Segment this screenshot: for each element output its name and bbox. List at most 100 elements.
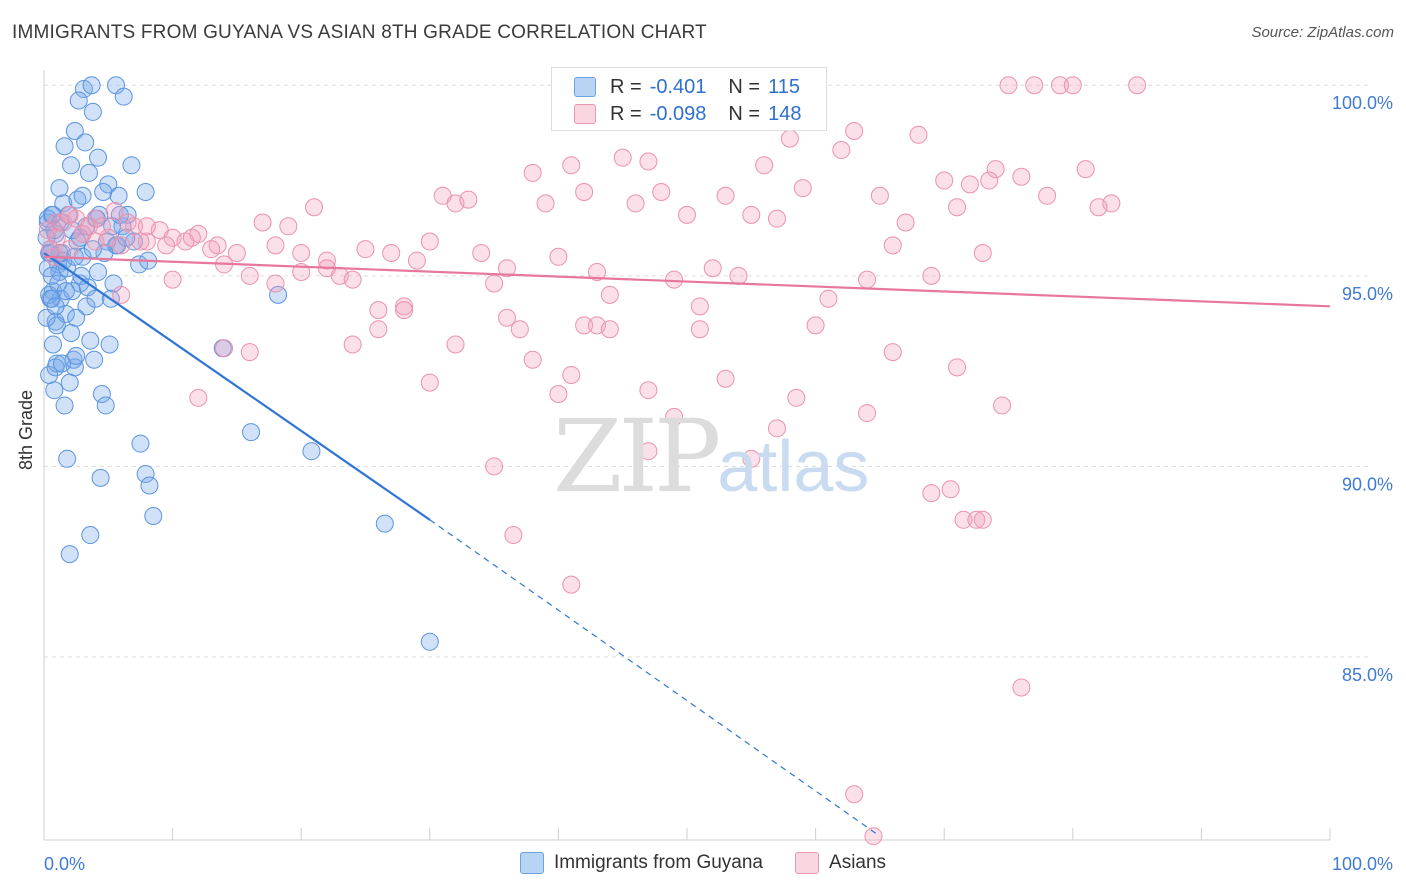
trendline-guyana [43,252,431,521]
data-point-asians [420,373,439,392]
data-point-asians [292,243,311,262]
data-point-asians [253,213,272,232]
data-point-guyana [86,289,105,308]
data-point-asians [787,388,806,407]
data-point-guyana [63,221,82,240]
data-point-asians [137,217,156,236]
data-point-asians [137,232,156,251]
data-point-asians [485,274,504,293]
data-point-asians [41,240,60,259]
data-point-asians [600,320,619,339]
data-point-asians [613,148,632,167]
data-point-guyana [89,263,108,282]
data-point-asians [870,186,889,205]
data-point-asians [716,369,735,388]
data-point-asians [562,156,581,175]
data-point-asians [369,301,388,320]
data-point-asians [131,232,150,251]
series-legend-guyana[interactable]: Immigrants from Guyana [519,852,764,874]
data-point-guyana [80,163,99,182]
data-point-asians [279,217,298,236]
data-point-guyana [77,297,96,316]
data-point-asians [639,381,658,400]
data-point-guyana [65,121,84,140]
legend-swatch-guyana [574,77,596,97]
data-point-guyana [131,434,150,453]
data-point-asians [993,396,1012,415]
data-point-asians [497,259,516,278]
data-point-guyana [49,274,68,293]
data-point-asians [266,274,285,293]
data-point-asians [780,129,799,148]
data-point-guyana [53,354,72,373]
data-point-asians [1025,76,1044,95]
legend-n-label: N = [728,75,761,98]
data-point-asians [92,217,111,236]
data-point-asians [80,217,99,236]
data-point-guyana [114,87,133,106]
data-point-asians [112,285,131,304]
data-point-asians [639,442,658,461]
data-point-asians [845,785,864,804]
data-point-guyana [144,506,163,525]
data-point-asians [266,236,285,255]
data-point-guyana [269,285,288,304]
data-point-guyana [375,514,394,533]
data-point-guyana [47,316,66,335]
legend-r-label: R = [610,102,642,125]
data-point-asians [967,510,986,529]
data-point-asians [960,175,979,194]
data-point-asians [73,224,92,243]
x-tick-label: 0.0% [44,854,85,874]
data-point-asians [600,285,619,304]
data-point-asians [883,343,902,362]
series-label-guyana: Immigrants from Guyana [553,852,764,873]
data-point-asians [864,827,883,846]
data-point-guyana [94,182,113,201]
data-point-asians [909,125,928,144]
watermark-zip: ZIP [553,398,721,515]
data-point-guyana [92,385,111,404]
data-point-asians [1063,76,1082,95]
data-point-asians [472,243,491,262]
data-point-asians [858,270,877,289]
y-axis-label: 8th Grade [16,389,36,470]
data-point-asians [317,251,336,270]
data-point-guyana [302,442,321,461]
data-point-asians [639,152,658,171]
data-point-asians [626,194,645,213]
data-point-asians [1089,198,1108,217]
data-point-asians [459,190,478,209]
data-point-asians [845,121,864,140]
data-point-asians [446,335,465,354]
data-point-guyana [83,102,102,121]
data-point-asians [395,297,414,316]
data-point-asians [523,350,542,369]
data-point-asians [86,209,105,228]
legend-row-guyana: R = -0.401 N = 115 [574,76,800,98]
data-point-guyana [55,396,74,415]
data-point-asians [240,266,259,285]
data-point-asians [896,213,915,232]
legend-swatch-asians [574,104,596,124]
data-point-asians [973,510,992,529]
data-point-guyana [72,266,91,285]
data-point-asians [356,240,375,259]
data-point-asians [485,457,504,476]
data-point-asians [652,182,671,201]
data-point-asians [742,205,761,224]
data-point-asians [105,202,124,221]
y-tick-label: 100.0% [1332,93,1393,113]
data-point-asians [157,236,176,255]
data-point-asians [208,236,227,255]
data-point-asians [716,186,735,205]
data-point-asians [665,407,684,426]
data-point-asians [948,198,967,217]
data-point-guyana [91,468,110,487]
series-swatch-asians [795,852,820,874]
legend-n-value: 148 [768,102,802,125]
data-point-asians [562,575,581,594]
data-point-asians [163,270,182,289]
data-point-asians [948,358,967,377]
series-legend-asians[interactable]: Asians [795,852,886,874]
